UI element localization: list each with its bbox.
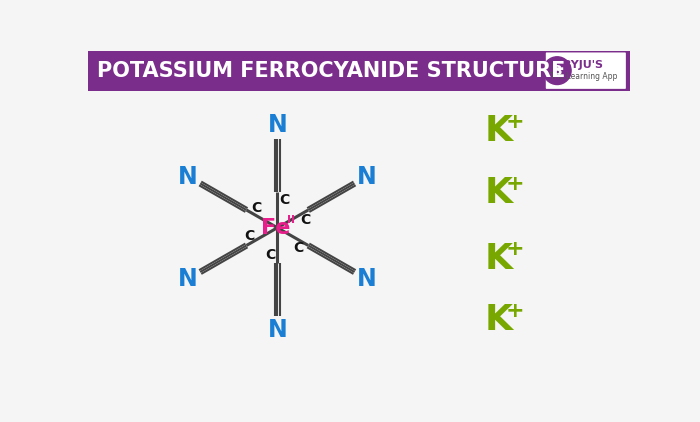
Text: N: N [357,165,377,189]
Text: II: II [288,215,295,225]
Text: C: C [265,249,276,262]
Text: N: N [267,114,287,137]
Text: BYJU'S: BYJU'S [564,60,603,70]
Circle shape [543,57,571,84]
Bar [88,51,630,91]
Text: N: N [178,165,198,189]
Text: K: K [484,303,512,337]
Text: Fe: Fe [261,218,290,238]
Text: K: K [484,176,512,210]
Text: N: N [267,318,287,342]
Text: POTASSIUM FERROCYANIDE STRUCTURE: POTASSIUM FERROCYANIDE STRUCTURE [97,62,565,81]
Text: K: K [484,114,512,149]
Text: +: + [506,239,524,259]
Text: C: C [251,201,262,215]
Text: K: K [484,241,512,276]
Text: +: + [506,174,524,194]
Text: C: C [279,193,290,207]
Text: C: C [293,241,303,254]
Text: N: N [357,267,377,291]
Text: +: + [506,301,524,321]
FancyBboxPatch shape [88,51,615,91]
Text: C: C [244,229,255,243]
FancyBboxPatch shape [545,51,627,90]
Text: B: B [552,64,563,78]
Text: +: + [506,112,524,132]
Text: The Learning App: The Learning App [550,72,617,81]
Text: C: C [300,213,310,227]
Text: N: N [178,267,198,291]
